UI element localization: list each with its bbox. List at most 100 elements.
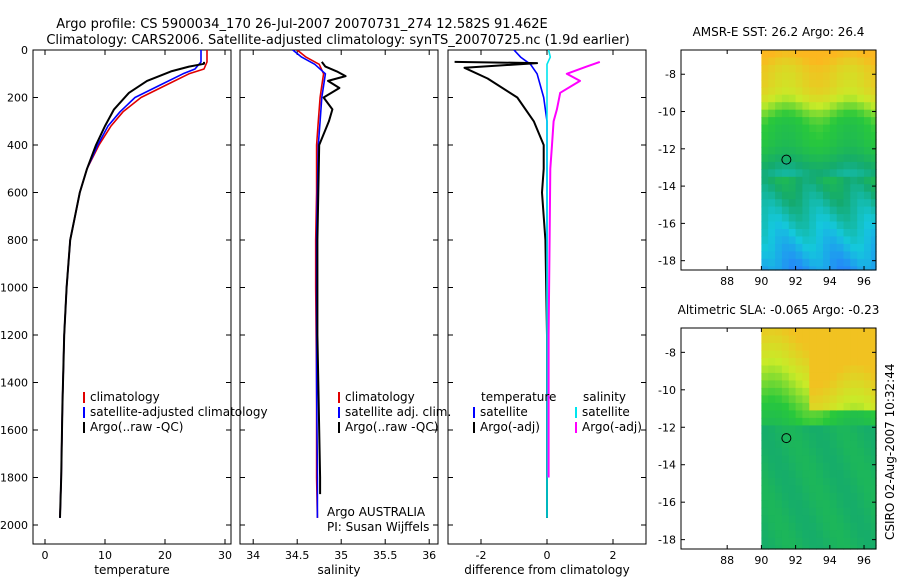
heatmap-cell: [802, 243, 810, 252]
heatmap-cell: [795, 221, 803, 230]
heatmap-cell: [795, 417, 803, 426]
heatmap-cell: [802, 102, 810, 111]
heatmap-cell: [795, 365, 803, 374]
heatmap-cell: [829, 214, 838, 223]
heatmap-cell: [781, 485, 790, 494]
heatmap-cell: [768, 485, 776, 494]
heatmap-cell: [850, 50, 858, 59]
heatmap-cell: [795, 402, 803, 411]
heatmap-cell: [802, 410, 810, 419]
heatmap-cell: [870, 221, 877, 230]
x-tick-label: 94: [823, 554, 837, 567]
heatmap-cell: [795, 530, 803, 539]
heatmap-cell: [823, 79, 831, 88]
heatmap-cell: [850, 507, 858, 516]
heatmap-cell: [843, 462, 851, 471]
heatmap-cell: [864, 440, 872, 449]
heatmap-cell: [836, 206, 845, 215]
heatmap-cell: [864, 447, 872, 456]
heatmap-cell: [781, 328, 790, 337]
heatmap-cell: [836, 124, 845, 133]
panel-frame-2: [239, 49, 439, 545]
heatmap-cell: [870, 350, 877, 359]
heatmap-cell: [843, 176, 851, 185]
heatmap-cell: [870, 395, 877, 404]
heatmap-cell: [795, 358, 803, 367]
heatmap-cell: [857, 258, 865, 267]
heatmap-cell: [864, 266, 872, 271]
y-tick-label: -8: [665, 346, 676, 359]
heatmap-cell: [781, 365, 790, 374]
heatmap-cell: [775, 500, 783, 509]
heatmap-cell: [802, 94, 810, 103]
heatmap-cell: [836, 117, 845, 126]
heatmap-cell: [795, 117, 803, 126]
y-tick-label: -16: [658, 496, 676, 509]
heatmap-cell: [829, 243, 838, 252]
heatmap-cell: [850, 545, 858, 550]
heatmap-cell: [823, 199, 831, 208]
x-tick-label: 92: [789, 554, 803, 567]
heatmap-cell: [823, 380, 831, 389]
heatmap-cell: [850, 229, 858, 238]
heatmap-cell: [809, 477, 817, 486]
heatmap-cell: [816, 455, 824, 464]
heatmap-cell: [850, 395, 858, 404]
heatmap-cell: [802, 507, 810, 516]
heatmap-cell: [864, 530, 872, 539]
heatmap-cell: [802, 387, 810, 396]
heatmap-cell: [788, 266, 797, 271]
heatmap-cell: [761, 117, 769, 126]
heatmap-cell: [802, 266, 810, 271]
heatmap-cell: [802, 380, 810, 389]
heatmap-cell: [836, 102, 845, 111]
heatmap-cell: [816, 425, 824, 434]
heatmap-cell: [816, 470, 824, 479]
heatmap-cell: [850, 109, 858, 118]
heatmap-cell: [857, 485, 865, 494]
heatmap-cell: [781, 57, 790, 66]
heatmap-cell: [788, 500, 797, 509]
legend-title-salinity: salinity: [583, 390, 626, 404]
heatmap-cell: [816, 161, 824, 170]
heatmap-cell: [768, 365, 776, 374]
heatmap-cell: [816, 485, 824, 494]
heatmap-cell: [781, 440, 790, 449]
heatmap-cell: [809, 214, 817, 223]
heatmap-cell: [870, 492, 877, 501]
heatmap-cell: [795, 522, 803, 531]
heatmap-cell: [761, 146, 769, 155]
heatmap-cell: [768, 124, 776, 133]
y-tick-label: 0: [21, 44, 28, 57]
heatmap-cell: [829, 87, 838, 96]
heatmap-cell: [823, 94, 831, 103]
heatmap-cell: [850, 79, 858, 88]
heatmap-cell: [761, 72, 769, 81]
heatmap-cell: [836, 545, 845, 550]
heatmap-cell: [829, 139, 838, 148]
heatmap-cell: [788, 169, 797, 178]
heatmap-cell: [829, 530, 838, 539]
heatmap-cell: [850, 440, 858, 449]
heatmap-cell: [823, 229, 831, 238]
heatmap-cell: [795, 169, 803, 178]
heatmap-cells: [761, 50, 877, 271]
heatmap-cell: [809, 146, 817, 155]
heatmap-cell: [761, 139, 769, 148]
heatmap-cell: [795, 432, 803, 441]
heatmap-cell: [870, 191, 877, 200]
heatmap-cell: [761, 365, 769, 374]
heatmap-cell: [870, 500, 877, 509]
heatmap-cell: [850, 161, 858, 170]
heatmap-cell: [809, 191, 817, 200]
heatmap-cell: [850, 515, 858, 524]
heatmap-cell: [775, 358, 783, 367]
heatmap-cell: [761, 199, 769, 208]
heatmap-cell: [850, 154, 858, 163]
heatmap-cell: [781, 199, 790, 208]
heatmap-cell: [864, 132, 872, 141]
heatmap-cell: [870, 146, 877, 155]
heatmap-cell: [829, 154, 838, 163]
heatmap-cell: [823, 455, 831, 464]
heatmap-cell: [843, 79, 851, 88]
